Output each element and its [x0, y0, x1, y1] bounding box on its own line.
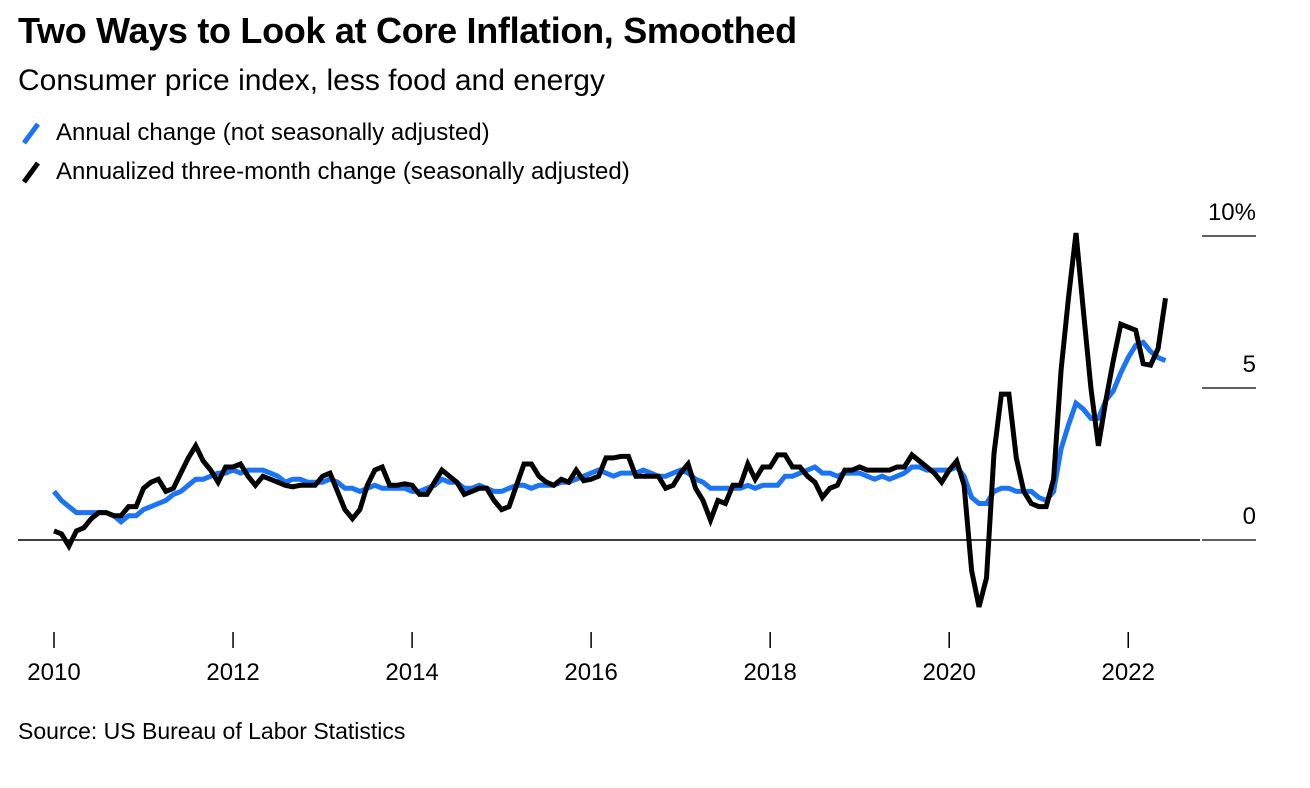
- x-tick-label: 2014: [385, 659, 438, 686]
- y-tick-label: 10%: [1208, 199, 1256, 226]
- x-tick-label: 2020: [923, 659, 976, 686]
- x-tick-label: 2010: [27, 659, 80, 686]
- legend-label: Annualized three-month change (seasonall…: [56, 158, 630, 185]
- legend-swatch-blue-icon: [21, 122, 41, 145]
- x-tick-label: 2016: [564, 659, 617, 686]
- x-tick-label: 2022: [1102, 659, 1155, 686]
- x-tick-label: 2012: [206, 659, 259, 686]
- y-tick-label: 5: [1243, 351, 1256, 378]
- legend-item-three-month: Annualized three-month change (seasonall…: [18, 158, 630, 186]
- legend-swatch-black-icon: [21, 161, 41, 184]
- chart-subtitle: Consumer price index, less food and ener…: [18, 64, 605, 97]
- legend-item-annual: Annual change (not seasonally adjusted): [18, 119, 490, 147]
- x-tick-label: 2018: [743, 659, 796, 686]
- legend-label: Annual change (not seasonally adjusted): [56, 119, 490, 146]
- y-tick-label: 0: [1243, 503, 1256, 530]
- series-line-annual-change: [52, 339, 1167, 526]
- source-note: Source: US Bureau of Labor Statistics: [18, 718, 406, 744]
- chart-title: Two Ways to Look at Core Inflation, Smoo…: [18, 10, 797, 51]
- series-line-three-month-change: [53, 232, 1168, 608]
